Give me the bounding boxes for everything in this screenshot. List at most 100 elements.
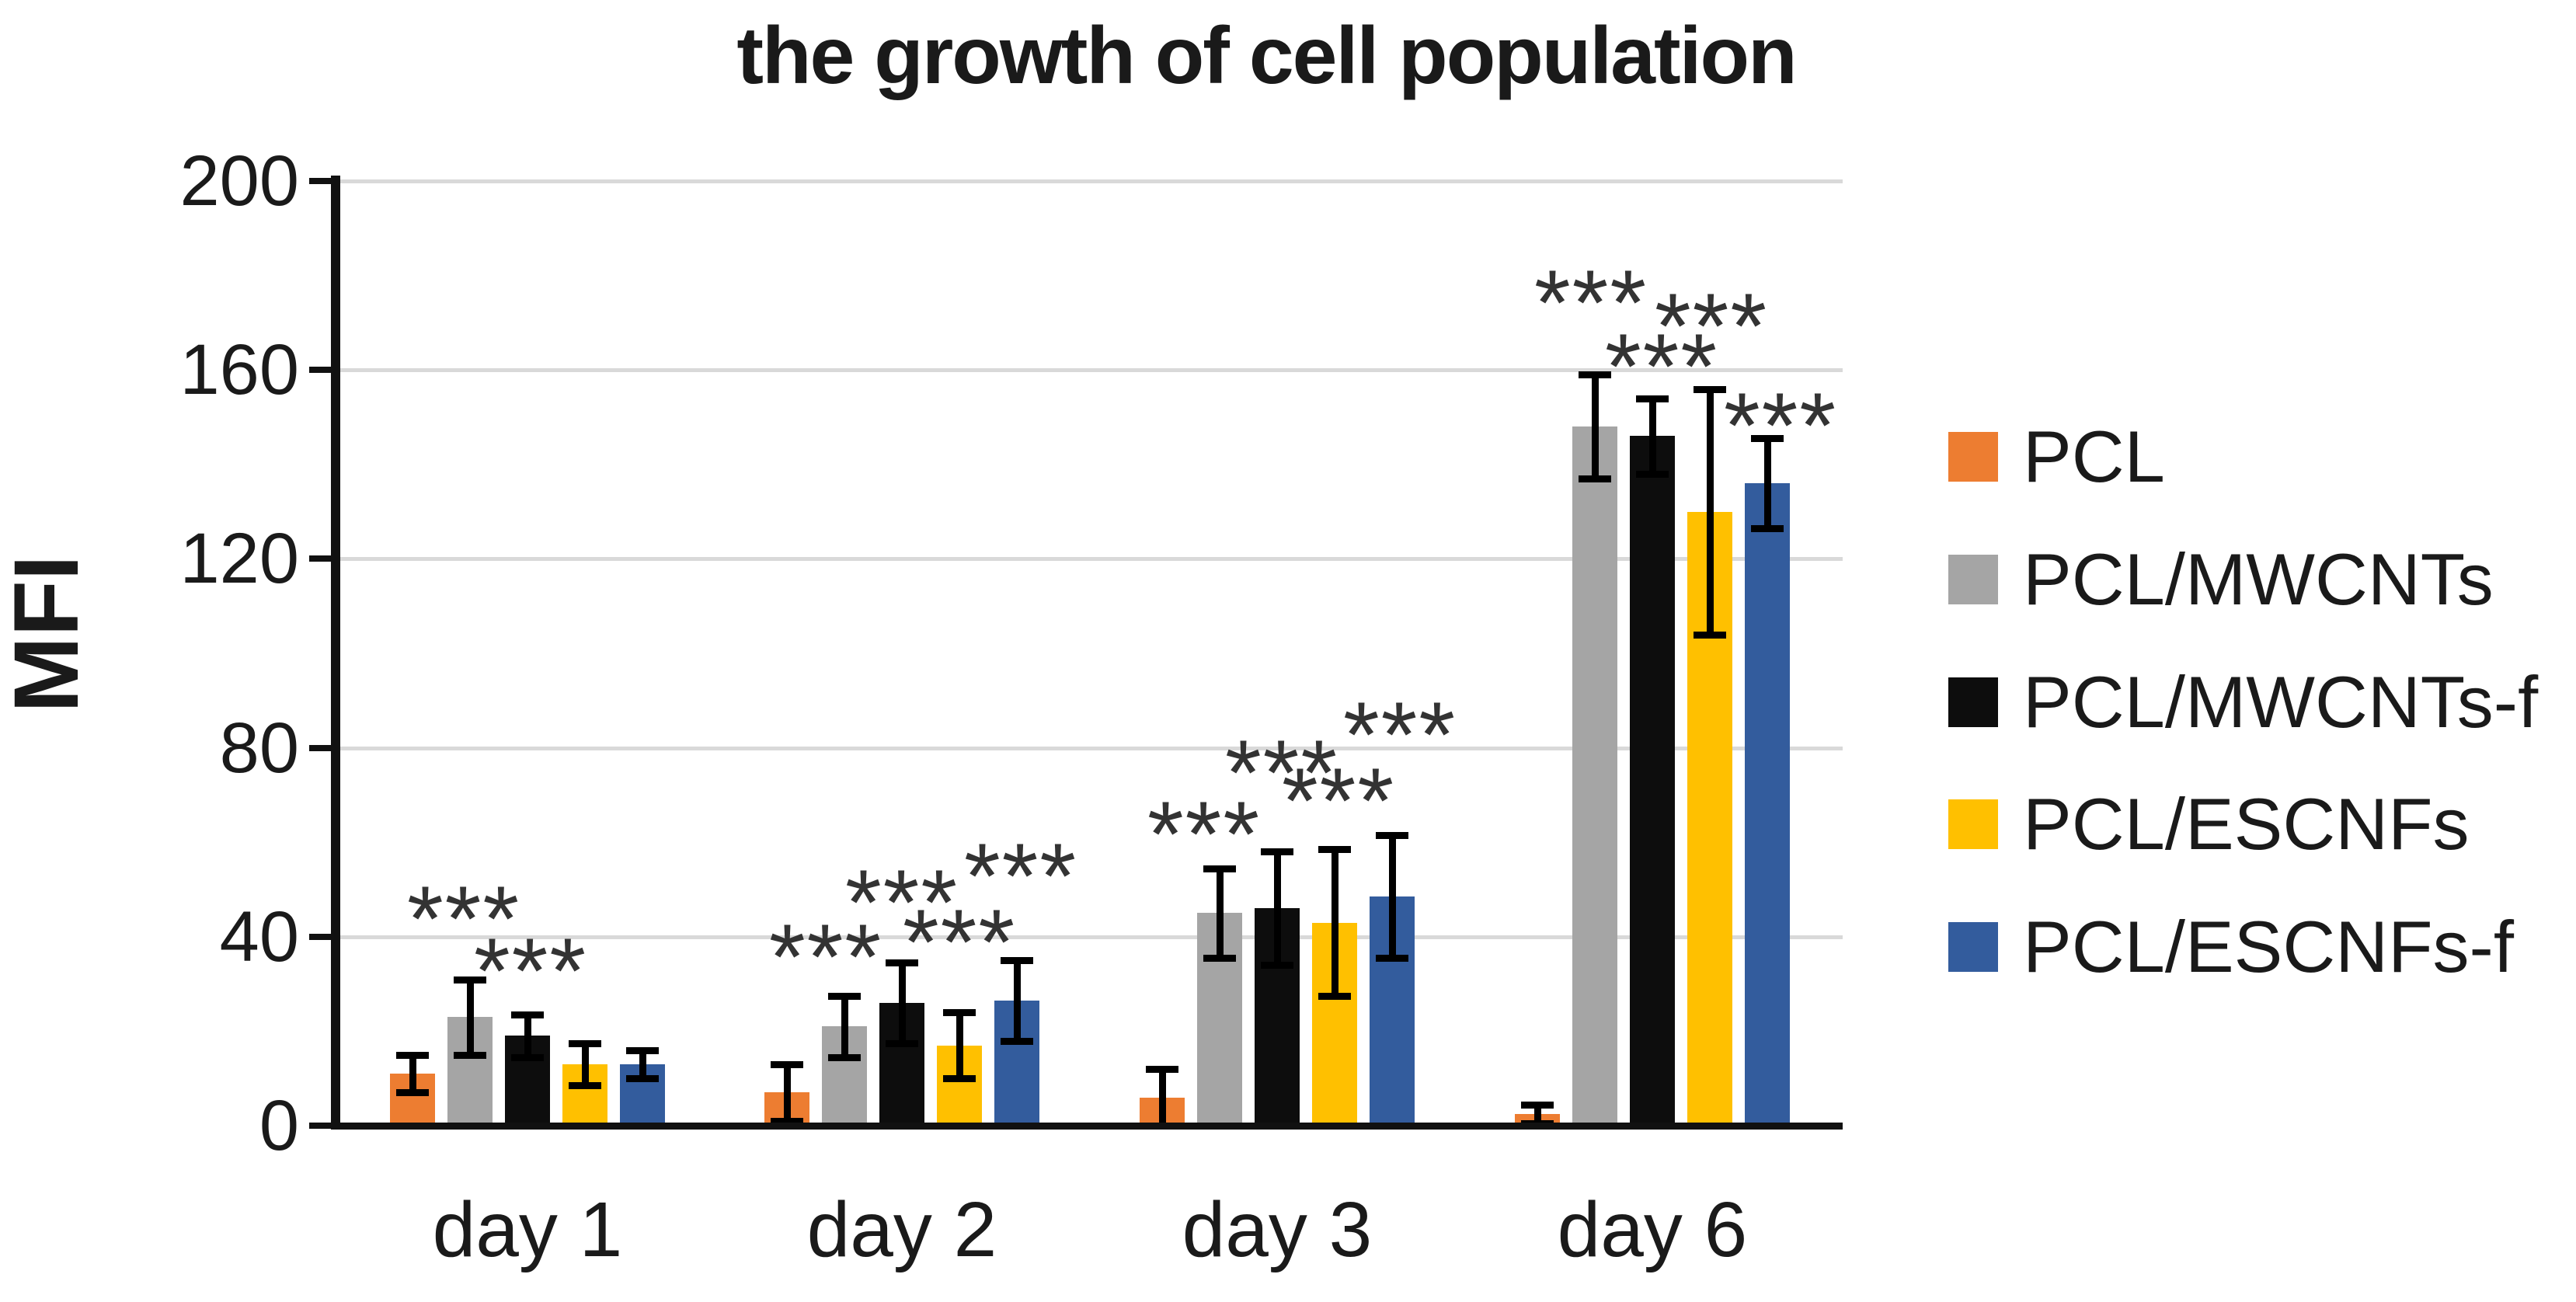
gridline-160 bbox=[340, 368, 1843, 373]
significance-day-6-pcl-escnfs: *** bbox=[1654, 274, 1769, 379]
error-cap-bottom-day-6-pcl-escnfs-f bbox=[1751, 524, 1784, 532]
legend-label-pcl: PCL bbox=[2023, 416, 2165, 497]
gridline-200 bbox=[340, 179, 1843, 183]
significance-day-2-pcl-mwcnts: *** bbox=[768, 904, 883, 1009]
error-cap-bottom-day-1-pcl-escnfs bbox=[569, 1082, 601, 1090]
error-cap-bottom-day-2-pcl bbox=[771, 1117, 803, 1125]
error-bar-day-3-pcl-escnfs bbox=[1331, 849, 1338, 996]
y-tickmark-0 bbox=[309, 1123, 331, 1129]
error-bar-day-3-pcl bbox=[1158, 1069, 1166, 1126]
error-cap-bottom-day-2-pcl-mwcnts bbox=[828, 1053, 861, 1061]
y-tickmark-160 bbox=[309, 367, 331, 374]
error-bar-day-1-pcl bbox=[409, 1054, 416, 1093]
error-bar-day-6-pcl-mwcnts-f bbox=[1648, 398, 1656, 474]
error-cap-top-day-2-pcl bbox=[771, 1060, 803, 1068]
y-tick-label-160: 160 bbox=[179, 330, 300, 410]
error-cap-top-day-6-pcl-mwcnts bbox=[1579, 371, 1611, 379]
y-axis-line bbox=[331, 176, 340, 1130]
y-tick-label-40: 40 bbox=[219, 896, 299, 976]
error-cap-top-day-1-pcl-mwcnts bbox=[454, 976, 486, 983]
gridline-80 bbox=[340, 746, 1843, 750]
error-cap-top-day-2-pcl-mwcnts bbox=[828, 992, 861, 1000]
x-label-day-2: day 2 bbox=[806, 1186, 997, 1273]
error-bar-day-2-pcl-mwcnts-f bbox=[898, 963, 906, 1043]
error-cap-top-day-3-pcl-escnfs bbox=[1318, 846, 1351, 854]
error-cap-bottom-day-1-pcl-mwcnts-f bbox=[511, 1053, 544, 1061]
error-cap-top-day-6-pcl bbox=[1521, 1101, 1554, 1109]
significance-day-2-pcl-mwcnts-f: *** bbox=[844, 850, 959, 955]
error-cap-top-day-1-pcl-escnfs bbox=[569, 1039, 601, 1047]
error-cap-bottom-day-3-pcl-mwcnts-f bbox=[1261, 962, 1293, 970]
y-tick-label-200: 200 bbox=[179, 141, 300, 221]
error-bar-day-1-pcl-escnfs-f bbox=[639, 1050, 646, 1079]
error-cap-top-day-1-pcl bbox=[396, 1051, 429, 1059]
bar-day-6-pcl-mwcnts-f bbox=[1630, 436, 1675, 1126]
significance-day-1-pcl-mwcnts: *** bbox=[406, 867, 521, 972]
x-label-day-1: day 1 bbox=[432, 1186, 623, 1273]
error-cap-bottom-day-6-pcl-mwcnts-f bbox=[1636, 470, 1669, 478]
error-cap-bottom-day-1-pcl-mwcnts bbox=[454, 1051, 486, 1059]
significance-day-6-pcl-mwcnts-f: *** bbox=[1604, 314, 1719, 419]
error-cap-bottom-day-2-pcl-escnfs bbox=[943, 1075, 976, 1083]
legend-swatch-pcl-mwcnts bbox=[1948, 554, 1998, 604]
bar-day-6-pcl-mwcnts bbox=[1572, 426, 1617, 1126]
error-cap-bottom-day-6-pcl-mwcnts bbox=[1579, 475, 1611, 483]
x-label-day-3: day 3 bbox=[1182, 1186, 1373, 1273]
y-tick-label-80: 80 bbox=[219, 708, 299, 788]
error-cap-bottom-day-6-pcl-escnfs bbox=[1694, 631, 1726, 639]
error-cap-top-day-1-pcl-escnfs-f bbox=[626, 1046, 659, 1054]
error-bar-day-6-pcl-escnfs bbox=[1706, 388, 1714, 635]
y-tickmark-200 bbox=[309, 178, 331, 184]
gridline-120 bbox=[340, 557, 1843, 562]
error-bar-day-2-pcl bbox=[783, 1064, 791, 1121]
error-bar-day-6-pcl bbox=[1533, 1104, 1541, 1123]
significance-day-3-pcl-mwcnts: *** bbox=[1147, 782, 1262, 886]
significance-day-3-pcl-escnfs-f: *** bbox=[1342, 682, 1457, 787]
error-bar-day-2-pcl-escnfs-f bbox=[1013, 960, 1021, 1041]
error-cap-bottom-day-3-pcl-mwcnts bbox=[1203, 955, 1236, 963]
significance-day-1-pcl-mwcnts-f: *** bbox=[473, 918, 588, 1023]
error-cap-top-day-6-pcl-escnfs-f bbox=[1751, 435, 1784, 443]
y-tick-label-120: 120 bbox=[179, 519, 300, 599]
legend-label-pcl-escnfs: PCL/ESCNFs bbox=[2023, 783, 2470, 865]
error-cap-top-day-1-pcl-mwcnts-f bbox=[511, 1011, 544, 1019]
legend-label-pcl-escnfs-f: PCL/ESCNFs-f bbox=[2023, 906, 2514, 987]
error-bar-day-2-pcl-escnfs bbox=[956, 1012, 963, 1079]
y-tickmark-40 bbox=[309, 933, 331, 940]
legend-swatch-pcl-mwcnts-f bbox=[1948, 677, 1998, 727]
error-cap-top-day-3-pcl-mwcnts-f bbox=[1261, 848, 1293, 856]
error-cap-top-day-3-pcl bbox=[1146, 1066, 1178, 1074]
error-cap-top-day-6-pcl-mwcnts-f bbox=[1636, 395, 1669, 402]
legend-label-pcl-mwcnts: PCL/MWCNTs bbox=[2023, 538, 2494, 620]
error-bar-day-1-pcl-mwcnts-f bbox=[524, 1015, 531, 1057]
error-bar-day-6-pcl-escnfs-f bbox=[1763, 438, 1771, 528]
error-cap-top-day-2-pcl-escnfs-f bbox=[1001, 957, 1033, 965]
error-cap-top-day-2-pcl-mwcnts-f bbox=[886, 959, 918, 967]
legend-swatch-pcl-escnfs-f bbox=[1948, 922, 1998, 972]
error-cap-bottom-day-1-pcl bbox=[396, 1089, 429, 1097]
legend-swatch-pcl bbox=[1948, 432, 1998, 482]
error-bar-day-2-pcl-mwcnts bbox=[841, 995, 848, 1057]
chart-title: the growth of cell population bbox=[736, 11, 1797, 101]
error-cap-top-day-2-pcl-escnfs bbox=[943, 1009, 976, 1017]
x-label-day-6: day 6 bbox=[1557, 1186, 1748, 1273]
legend-swatch-pcl-escnfs bbox=[1948, 799, 1998, 850]
error-bar-day-1-pcl-escnfs bbox=[581, 1043, 589, 1086]
y-tickmark-80 bbox=[309, 744, 331, 751]
legend-label-pcl-mwcnts-f: PCL/MWCNTs-f bbox=[2023, 660, 2539, 743]
error-bar-day-3-pcl-mwcnts-f bbox=[1273, 851, 1281, 966]
error-bar-day-6-pcl-mwcnts bbox=[1591, 374, 1599, 479]
error-cap-bottom-day-3-pcl-escnfs bbox=[1318, 992, 1351, 1000]
significance-day-2-pcl-escnfs-f: *** bbox=[963, 824, 1078, 929]
error-cap-top-day-3-pcl-escnfs-f bbox=[1376, 832, 1408, 840]
y-tickmark-120 bbox=[309, 555, 331, 562]
error-cap-bottom-day-1-pcl-escnfs-f bbox=[626, 1075, 659, 1083]
error-bar-day-3-pcl-mwcnts bbox=[1216, 868, 1224, 959]
error-cap-bottom-day-2-pcl-escnfs-f bbox=[1001, 1037, 1033, 1045]
y-axis-title: MFI bbox=[0, 555, 98, 713]
significance-day-3-pcl-escnfs: *** bbox=[1281, 749, 1396, 854]
error-cap-top-day-6-pcl-escnfs bbox=[1694, 385, 1726, 393]
x-axis-line bbox=[331, 1123, 1843, 1130]
error-cap-top-day-3-pcl-mwcnts bbox=[1203, 865, 1236, 872]
